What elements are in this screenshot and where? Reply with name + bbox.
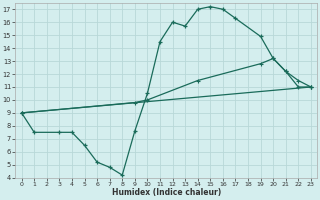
X-axis label: Humidex (Indice chaleur): Humidex (Indice chaleur): [112, 188, 221, 197]
